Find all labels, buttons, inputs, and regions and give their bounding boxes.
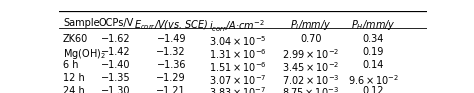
Text: $P_I$/mm/y: $P_I$/mm/y bbox=[290, 18, 332, 32]
Text: $7.02 \times 10^{-3}$: $7.02 \times 10^{-3}$ bbox=[282, 73, 340, 87]
Text: Sample: Sample bbox=[63, 18, 100, 28]
Text: −1.32: −1.32 bbox=[156, 47, 186, 57]
Text: $3.45 \times 10^{-2}$: $3.45 \times 10^{-2}$ bbox=[282, 60, 339, 74]
Text: −1.36: −1.36 bbox=[156, 60, 186, 70]
Text: $3.83 \times 10^{-7}$: $3.83 \times 10^{-7}$ bbox=[209, 86, 266, 93]
Text: −1.30: −1.30 bbox=[101, 86, 131, 93]
Text: $9.6 \times 10^{-2}$: $9.6 \times 10^{-2}$ bbox=[348, 73, 399, 87]
Text: $E_{corr}$/V(vs. SCE): $E_{corr}$/V(vs. SCE) bbox=[134, 18, 209, 32]
Text: $1.31 \times 10^{-6}$: $1.31 \times 10^{-6}$ bbox=[209, 47, 266, 61]
Text: $2.99 \times 10^{-2}$: $2.99 \times 10^{-2}$ bbox=[282, 47, 339, 61]
Text: −1.62: −1.62 bbox=[101, 34, 131, 44]
Text: 0.19: 0.19 bbox=[363, 47, 384, 57]
Text: 0.12: 0.12 bbox=[363, 86, 384, 93]
Text: 0.14: 0.14 bbox=[363, 60, 384, 70]
Text: $i_{corr}$/A·cm$^{-2}$: $i_{corr}$/A·cm$^{-2}$ bbox=[210, 18, 265, 34]
Text: −1.21: −1.21 bbox=[156, 86, 186, 93]
Text: OCPs/V: OCPs/V bbox=[99, 18, 134, 28]
Text: −1.29: −1.29 bbox=[156, 73, 186, 83]
Text: 6 h: 6 h bbox=[63, 60, 78, 70]
Text: −1.35: −1.35 bbox=[101, 73, 131, 83]
Text: 12 h: 12 h bbox=[63, 73, 85, 83]
Text: $8.75 \times 10^{-3}$: $8.75 \times 10^{-3}$ bbox=[283, 86, 339, 93]
Text: $P_H$/mm/y: $P_H$/mm/y bbox=[351, 18, 396, 32]
Text: 24 h: 24 h bbox=[63, 86, 85, 93]
Text: −1.40: −1.40 bbox=[101, 60, 131, 70]
Text: $1.51 \times 10^{-6}$: $1.51 \times 10^{-6}$ bbox=[209, 60, 266, 74]
Text: 0.34: 0.34 bbox=[363, 34, 384, 44]
Text: −1.49: −1.49 bbox=[156, 34, 186, 44]
Text: 0.70: 0.70 bbox=[300, 34, 322, 44]
Text: ZK60: ZK60 bbox=[63, 34, 88, 44]
Text: $3.04 \times 10^{-5}$: $3.04 \times 10^{-5}$ bbox=[209, 34, 266, 48]
Text: Mg(OH)$_2$: Mg(OH)$_2$ bbox=[63, 47, 106, 61]
Text: $3.07 \times 10^{-7}$: $3.07 \times 10^{-7}$ bbox=[209, 73, 266, 87]
Text: −1.42: −1.42 bbox=[101, 47, 131, 57]
